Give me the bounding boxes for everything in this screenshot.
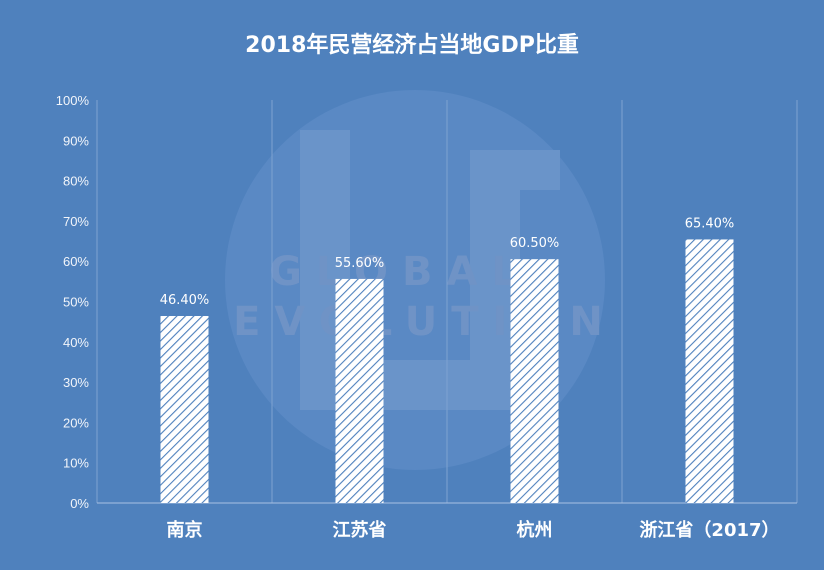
data-label: 46.40% bbox=[160, 293, 210, 308]
y-tick-labels: 0% 10% 20% 30% 40% 50% 60% 70% 80% 90% 100% bbox=[56, 93, 90, 511]
watermark-line1: GLOBAL bbox=[269, 249, 531, 295]
data-label: 65.40% bbox=[685, 216, 735, 231]
chart-title: 2018年民营经济占当地GDP比重 bbox=[245, 32, 579, 58]
y-tick-label: 30% bbox=[63, 375, 89, 390]
y-tick-label: 20% bbox=[63, 415, 89, 430]
bar-3 bbox=[510, 259, 559, 503]
y-tick-label: 50% bbox=[63, 295, 89, 310]
data-labels: 46.40% 55.60% 60.50% 65.40% bbox=[160, 216, 735, 308]
bar-2 bbox=[335, 278, 384, 503]
category-label: 浙江省（2017） bbox=[639, 519, 779, 541]
y-tick-label: 80% bbox=[63, 174, 89, 189]
y-tick-label: 90% bbox=[63, 133, 89, 148]
category-label: 杭州 bbox=[517, 519, 553, 541]
bars bbox=[160, 239, 734, 504]
bar-1 bbox=[160, 316, 209, 503]
data-label: 55.60% bbox=[335, 256, 385, 271]
x-category-labels: 南京 江苏省 杭州 浙江省（2017） bbox=[167, 519, 780, 541]
watermark-line2: EVOLUTION bbox=[233, 299, 617, 345]
bar-4 bbox=[685, 239, 734, 504]
y-tick-label: 60% bbox=[63, 254, 89, 269]
y-tick-label: 10% bbox=[63, 456, 89, 471]
category-label: 南京 bbox=[167, 519, 203, 541]
y-tick-label: 40% bbox=[63, 335, 89, 350]
y-tick-label: 0% bbox=[70, 496, 89, 511]
grid-layer bbox=[96, 100, 798, 504]
category-label: 江苏省 bbox=[333, 519, 387, 541]
watermark-letter-e-top bbox=[470, 150, 560, 190]
data-label: 60.50% bbox=[510, 236, 560, 251]
y-tick-label: 70% bbox=[63, 214, 89, 229]
y-tick-label: 100% bbox=[56, 93, 90, 108]
